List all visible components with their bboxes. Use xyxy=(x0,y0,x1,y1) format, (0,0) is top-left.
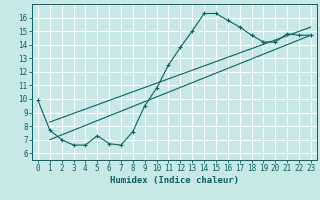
X-axis label: Humidex (Indice chaleur): Humidex (Indice chaleur) xyxy=(110,176,239,185)
